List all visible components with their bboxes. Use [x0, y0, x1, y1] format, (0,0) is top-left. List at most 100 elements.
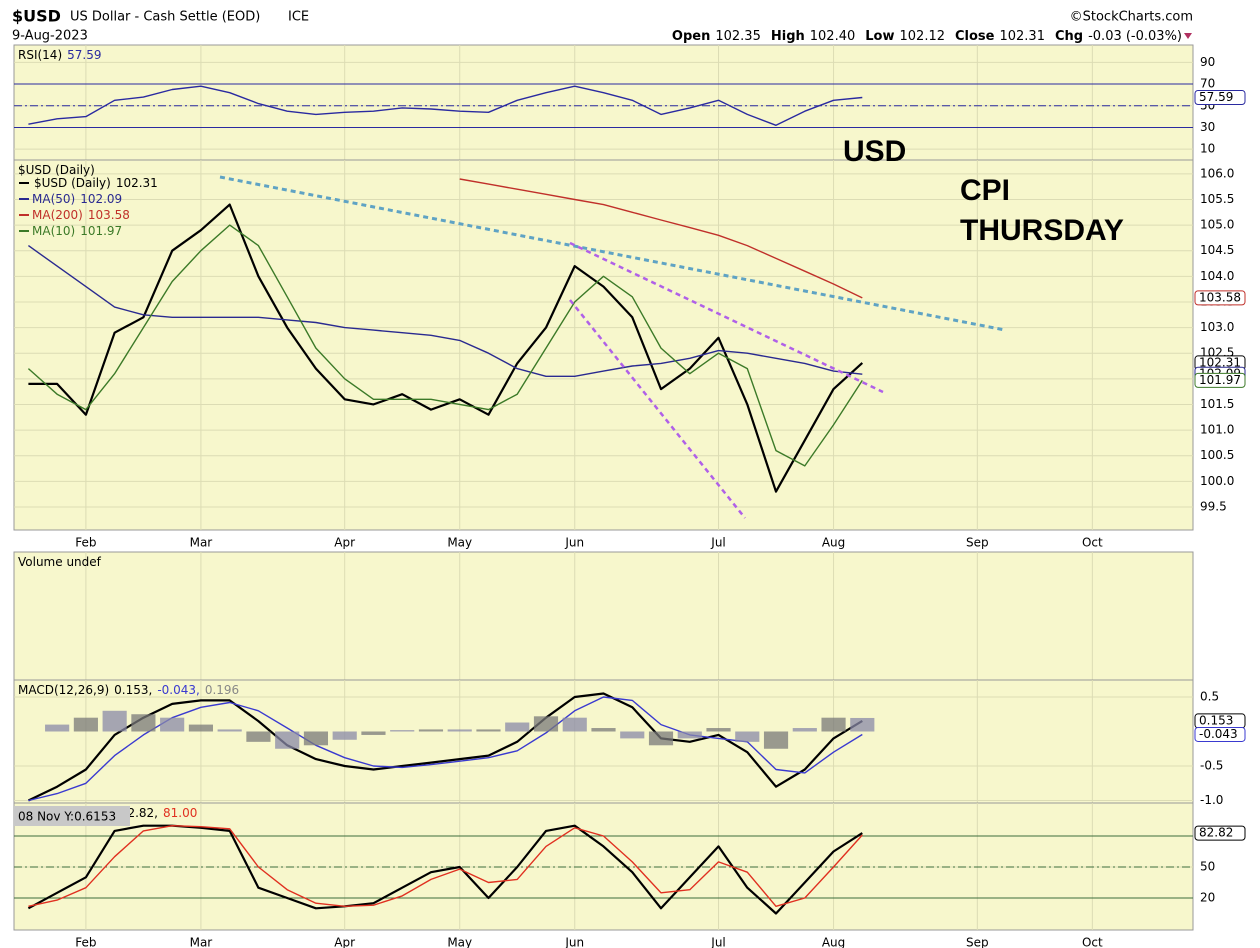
panel-background — [13, 44, 1194, 161]
y-tick-label: 50 — [1200, 860, 1215, 874]
y-tick-label: 104.5 — [1200, 243, 1234, 257]
x-tick-label: May — [447, 936, 472, 948]
histogram-bar — [763, 731, 789, 749]
legend-value: -0.043, — [157, 683, 200, 697]
legend-value: 57.59 — [67, 48, 101, 62]
y-tick-label: 100.5 — [1200, 448, 1234, 462]
annotation: THURSDAY — [960, 214, 1124, 247]
annotation: USD — [843, 135, 906, 168]
histogram-bar — [303, 731, 329, 746]
quote-label: Close — [955, 29, 995, 44]
legend-entry: $USD (Daily) 102.31 — [34, 176, 158, 190]
legend-name: $USD (Daily) — [34, 176, 111, 190]
histogram-bar — [160, 717, 185, 732]
histogram-bar — [73, 717, 98, 732]
x-tick-label: Feb — [75, 936, 96, 948]
plot: 10 30 50 70 90 RSI(14) 57.59 57.59 Feb Mar Apr May J… — [18, 48, 1246, 948]
y-tick-label: 105.0 — [1200, 218, 1234, 232]
source: ©StockCharts.com — [1070, 10, 1193, 25]
histogram-bar — [275, 731, 300, 749]
x-tick-label: Sep — [966, 536, 989, 550]
trendline — [569, 241, 884, 394]
y-tick-label: 101.0 — [1200, 423, 1234, 437]
x-tick-label: Aug — [822, 936, 845, 948]
series-line — [27, 224, 863, 467]
panel-background — [13, 802, 1194, 931]
date: 9-Aug-2023 — [12, 29, 88, 44]
x-tick-label: Aug — [822, 536, 845, 550]
y-tick-label: 105.5 — [1200, 192, 1234, 206]
x-tick-label: Apr — [334, 936, 355, 948]
panels — [13, 44, 1194, 931]
value-tag-label: 57.59 — [1199, 90, 1233, 104]
histogram-bar — [45, 724, 70, 732]
value-tag — [1194, 372, 1246, 388]
x-tick-label: Mar — [190, 936, 213, 948]
legend-value: 102.09 — [80, 192, 122, 206]
y-tick-label: 106.0 — [1200, 166, 1234, 180]
x-tick-label: Apr — [334, 536, 355, 550]
y-tick-label: -0.5 — [1200, 759, 1223, 773]
histogram-bar — [361, 731, 386, 735]
panel-title: RSI(14) 57.59 — [18, 48, 102, 62]
value-tag — [1194, 290, 1246, 306]
symbol: $USD — [12, 7, 61, 26]
y-tick-label: 103.0 — [1200, 320, 1234, 334]
quote-label: Open — [672, 29, 710, 44]
x-tick-label: Mar — [190, 536, 213, 550]
title-text: MACD(12,26,9) — [18, 683, 109, 697]
series-line — [27, 824, 863, 915]
histogram-bar — [217, 729, 242, 732]
histogram-bar — [735, 731, 760, 742]
histogram-bar — [332, 731, 357, 740]
legend-entry: MA(10) 101.97 — [32, 224, 122, 238]
histogram-bar — [102, 710, 127, 732]
legend-entry: MA(200) 103.58 — [32, 208, 130, 222]
histogram-bar — [418, 729, 444, 732]
series-line — [28, 85, 863, 126]
histogram-bar — [620, 731, 645, 739]
series-line — [27, 245, 863, 377]
panel-background — [13, 679, 1194, 804]
quote-value: 102.40 — [810, 29, 856, 44]
quote-label: Low — [865, 29, 894, 44]
histogram-bar — [821, 717, 846, 732]
legend-name: MA(200) — [32, 208, 83, 222]
y-tick-label: 90 — [1200, 55, 1215, 69]
series-line — [27, 692, 863, 802]
histogram-bar — [850, 717, 875, 732]
legend-value: 102.31 — [116, 176, 158, 190]
quote-value: 102.35 — [715, 29, 761, 44]
y-tick-label: 99.5 — [1200, 499, 1227, 513]
y-tick-label: 70 — [1200, 77, 1215, 91]
legend-value: 81.00 — [163, 806, 197, 820]
quote-value: 102.12 — [900, 29, 946, 44]
title-text: Volume undef — [18, 555, 102, 569]
quote-label: High — [771, 29, 805, 44]
y-tick-label: -1.0 — [1200, 793, 1223, 807]
x-tick-label: May — [447, 536, 472, 550]
x-tick-label: Oct — [1082, 936, 1103, 948]
y-tick-label: 10 — [1200, 142, 1215, 156]
histogram-bar — [505, 722, 530, 732]
panel-title: MACD(12,26,9) 0.153, -0.043, 0.196 — [18, 683, 239, 697]
histogram-bar — [591, 728, 616, 732]
annotation: CPI — [960, 174, 1010, 207]
legend-value: 0.196 — [205, 683, 239, 697]
histogram-bar — [677, 731, 702, 739]
y-tick-label: 20 — [1200, 890, 1215, 904]
x-tick-label: Feb — [75, 536, 96, 550]
y-tick-label: 30 — [1200, 120, 1215, 134]
x-tick-label: Jul — [710, 536, 725, 550]
value-tag-label: 102.31 — [1199, 355, 1241, 369]
histogram-bar — [648, 731, 674, 746]
legend-value: 101.97 — [80, 224, 122, 238]
y-tick-label: 104.0 — [1200, 269, 1234, 283]
quote-value: -0.03 (-0.03%) — [1088, 29, 1182, 44]
y-tick-label: 100.0 — [1200, 474, 1234, 488]
histogram-bar — [390, 730, 415, 732]
trendline — [219, 175, 1006, 332]
series-line — [28, 203, 864, 493]
value-tag-label: 103.58 — [1199, 290, 1241, 304]
